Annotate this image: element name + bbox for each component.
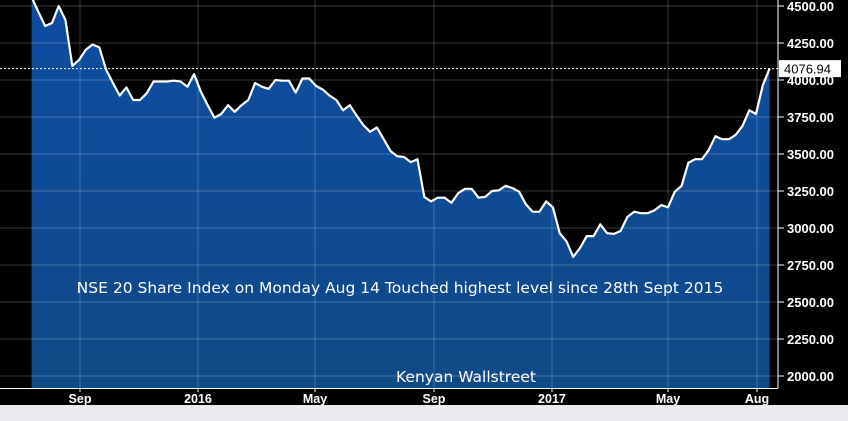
y-tick-label: 4500.00: [787, 0, 834, 14]
y-tick-label: 4250.00: [787, 36, 834, 51]
y-tick-label: 2250.00: [787, 332, 834, 347]
bottom-toolbar-strip: [0, 405, 848, 421]
y-tick-label: 3500.00: [787, 147, 834, 162]
x-tick-label: Sep: [69, 392, 92, 405]
last-value-box: [779, 60, 841, 78]
y-tick-label: 3750.00: [787, 110, 834, 125]
x-tick-label: Aug: [745, 392, 769, 405]
x-tick-label: Sep: [423, 392, 446, 405]
x-tick-label: May: [656, 392, 680, 405]
annotation-headline: NSE 20 Share Index on Monday Aug 14 Touc…: [77, 279, 724, 297]
nse20-area-chart: 4500.004250.004000.003750.003500.003250.…: [0, 0, 841, 405]
x-tick-label: 2017: [538, 392, 566, 405]
y-tick-label: 2750.00: [787, 258, 834, 273]
y-tick-label: 2000.00: [787, 369, 834, 384]
x-tick-label: May: [303, 392, 327, 405]
x-tick-label: 2016: [184, 392, 212, 405]
area-fill: [31, 0, 770, 388]
last-value-label: 4076.94: [784, 62, 831, 77]
annotation-source: Kenyan Wallstreet: [396, 368, 536, 386]
y-tick-label: 3000.00: [787, 221, 834, 236]
y-tick-label: 2500.00: [787, 295, 834, 310]
series-line: [31, 0, 771, 258]
gridlines: [0, 0, 778, 388]
y-tick-label: 3250.00: [787, 184, 834, 199]
